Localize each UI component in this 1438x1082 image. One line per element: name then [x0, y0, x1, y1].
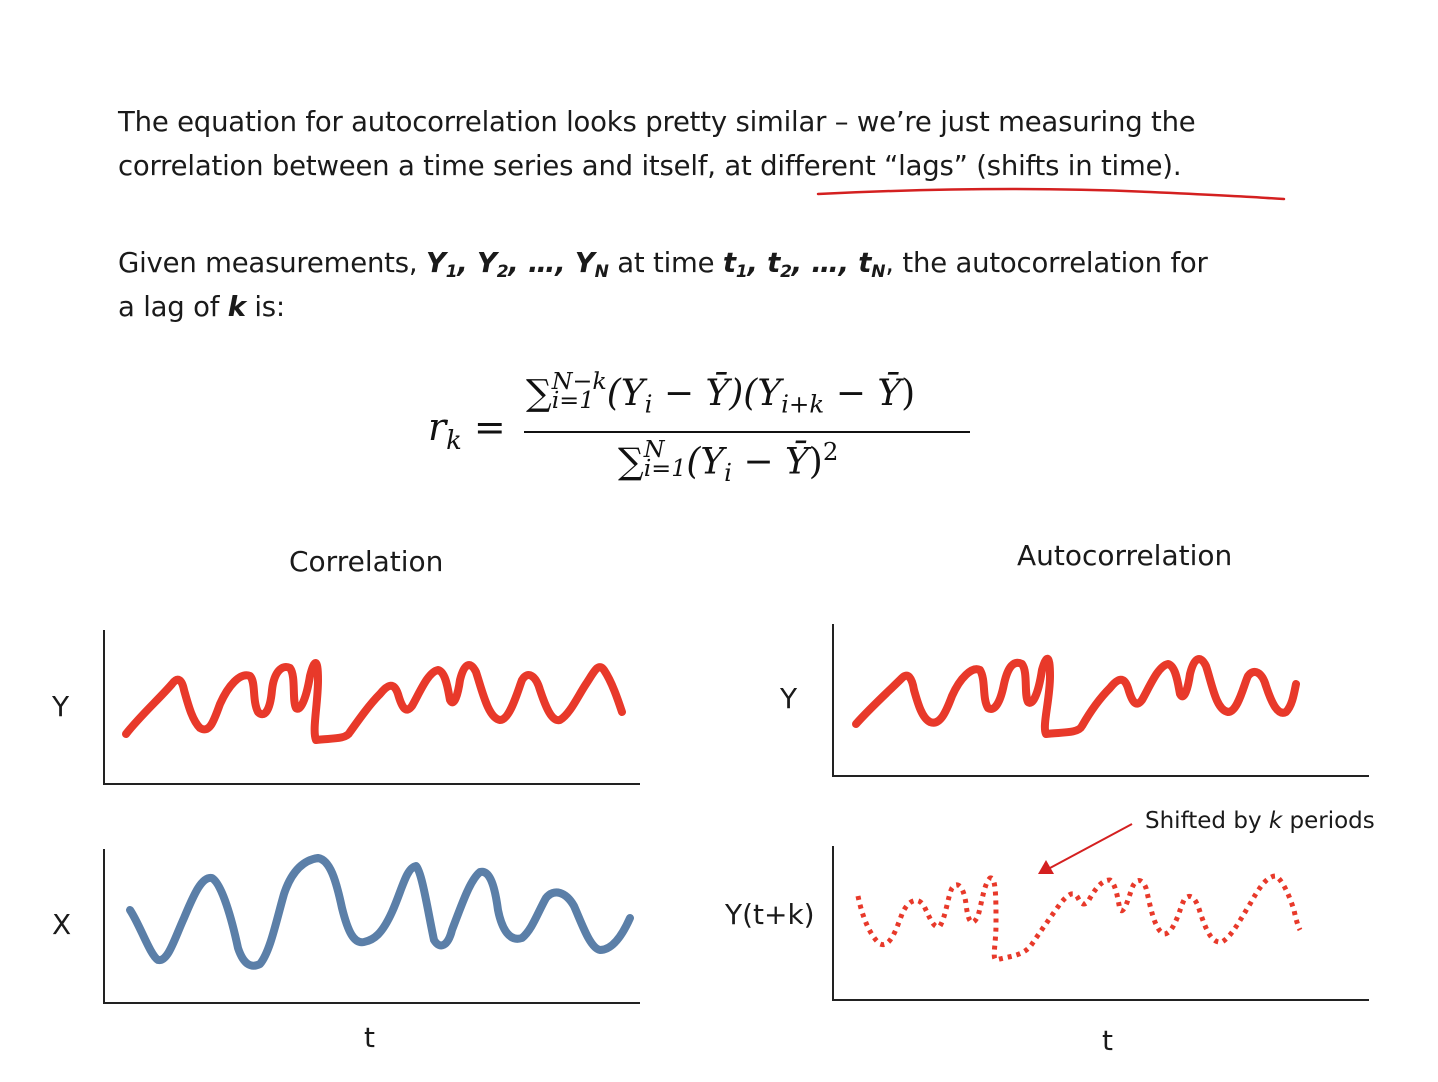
annotation-k: k [1268, 808, 1283, 834]
i-subscript: i [724, 457, 732, 487]
subscript: 2 [496, 262, 509, 283]
annotation-arrow [1049, 823, 1133, 869]
right-top-axes [832, 624, 1369, 777]
intro-line-2: correlation between a time series and it… [118, 150, 1182, 182]
minus-sign: − [824, 373, 878, 415]
left-y-label: Y [52, 690, 70, 723]
sum-lower: i=1 [643, 453, 687, 482]
given-text: is: [245, 291, 286, 323]
t-symbol: t [858, 247, 872, 279]
right-y-series [852, 654, 1300, 738]
ellipsis: , …, [791, 247, 859, 279]
t-symbol: t [722, 247, 736, 279]
paren: ) [808, 441, 823, 483]
paren: ) [901, 373, 916, 415]
t-symbol: t [767, 247, 781, 279]
autocorrelation-title: Autocorrelation [1017, 539, 1233, 572]
equation-numerator: ∑N−k i=1 (Yi − Ȳ)(Yi+k − Ȳ) [526, 369, 916, 419]
ybar-symbol: Ȳ [705, 373, 730, 415]
left-t-label: t [364, 1021, 375, 1054]
k-subscript: k [446, 426, 462, 457]
k-symbol: k [227, 291, 246, 323]
minus-sign: − [731, 441, 786, 483]
given-text: Given measurements, [118, 247, 426, 279]
num-term: (Y [606, 373, 645, 415]
ellipsis: , …, [508, 247, 575, 279]
left-y-series [122, 659, 626, 744]
equals-sign: = [461, 405, 506, 449]
sum-upper: N [643, 435, 665, 464]
i-subscript: i [644, 389, 653, 419]
arrowhead-icon [1038, 860, 1054, 874]
y-symbol: Y [574, 247, 595, 279]
annotation-text: Shifted by [1145, 808, 1269, 834]
subscript: 1 [735, 262, 748, 283]
intro-line-1: The equation for autocorrelation looks p… [118, 106, 1196, 138]
subscript: 1 [445, 262, 458, 283]
sum-upper: N−k [551, 367, 607, 395]
square-exponent: 2 [822, 437, 839, 466]
annotation-text: periods [1282, 808, 1375, 834]
ik-subscript: i+k [781, 389, 825, 419]
y-symbol: Y [425, 247, 446, 279]
left-top-axes [103, 630, 640, 785]
given-text: the autocorrelation for [893, 247, 1208, 279]
given-text: a lag of [118, 291, 228, 323]
paragraph-intro: The equation for autocorrelation looks p… [118, 100, 1338, 188]
right-ytk-series [855, 873, 1303, 963]
y-symbol: Y [476, 247, 497, 279]
sum-lower: i=1 [551, 385, 595, 414]
right-ytk-label: Y(t+k) [725, 898, 815, 931]
subscript: N [594, 262, 609, 283]
shift-annotation: Shifted by k periods [1145, 808, 1375, 834]
sigma-symbol: ∑ [618, 441, 644, 483]
equation-denominator: ∑N i=1(Yi − Ȳ)2 [618, 437, 839, 487]
right-y-label: Y [780, 682, 798, 715]
left-bottom-axes [103, 849, 640, 1004]
left-x-label: X [52, 908, 72, 941]
r-symbol: r [428, 405, 447, 449]
correlation-title: Correlation [289, 545, 444, 578]
equation-lhs: rk = [428, 408, 506, 455]
given-text: at time [608, 247, 723, 279]
right-t-label: t [1102, 1024, 1113, 1057]
subscript: N [871, 262, 886, 283]
underline-annotation [816, 187, 1286, 201]
right-bottom-axes [832, 846, 1369, 1001]
ybar-symbol: Ȳ [785, 441, 809, 483]
subscript: 2 [780, 262, 792, 283]
minus-sign: − [652, 373, 706, 415]
paragraph-given: Given measurements, Y1, Y2, …, YN at tim… [118, 247, 1208, 323]
sigma-symbol: ∑ [526, 373, 552, 415]
left-x-series [126, 854, 634, 970]
num-term: )(Y [729, 373, 782, 415]
ybar-symbol: Ȳ [877, 373, 902, 415]
fraction-bar [524, 431, 970, 433]
den-term: (Y [686, 441, 725, 483]
